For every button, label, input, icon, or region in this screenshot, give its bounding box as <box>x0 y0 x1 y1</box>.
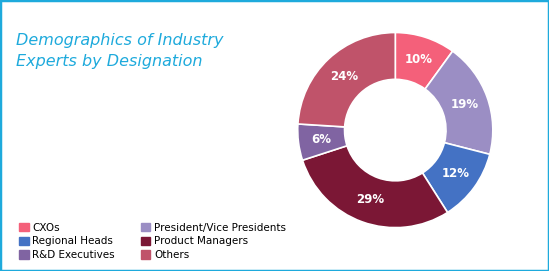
Legend: CXOs, Regional Heads, R&D Executives, President/Vice Presidents, Product Manager: CXOs, Regional Heads, R&D Executives, Pr… <box>16 220 289 263</box>
Wedge shape <box>298 124 347 160</box>
Wedge shape <box>302 146 447 228</box>
Text: Demographics of Industry
Experts by Designation: Demographics of Industry Experts by Desi… <box>16 33 224 69</box>
Text: 12%: 12% <box>441 167 469 180</box>
Wedge shape <box>423 143 490 212</box>
Wedge shape <box>395 33 452 89</box>
Text: 29%: 29% <box>356 193 384 206</box>
Text: 10%: 10% <box>404 53 432 66</box>
Text: 24%: 24% <box>330 70 358 83</box>
Text: 6%: 6% <box>312 133 332 146</box>
Wedge shape <box>425 51 493 154</box>
Wedge shape <box>298 33 395 127</box>
Text: 19%: 19% <box>451 98 479 111</box>
